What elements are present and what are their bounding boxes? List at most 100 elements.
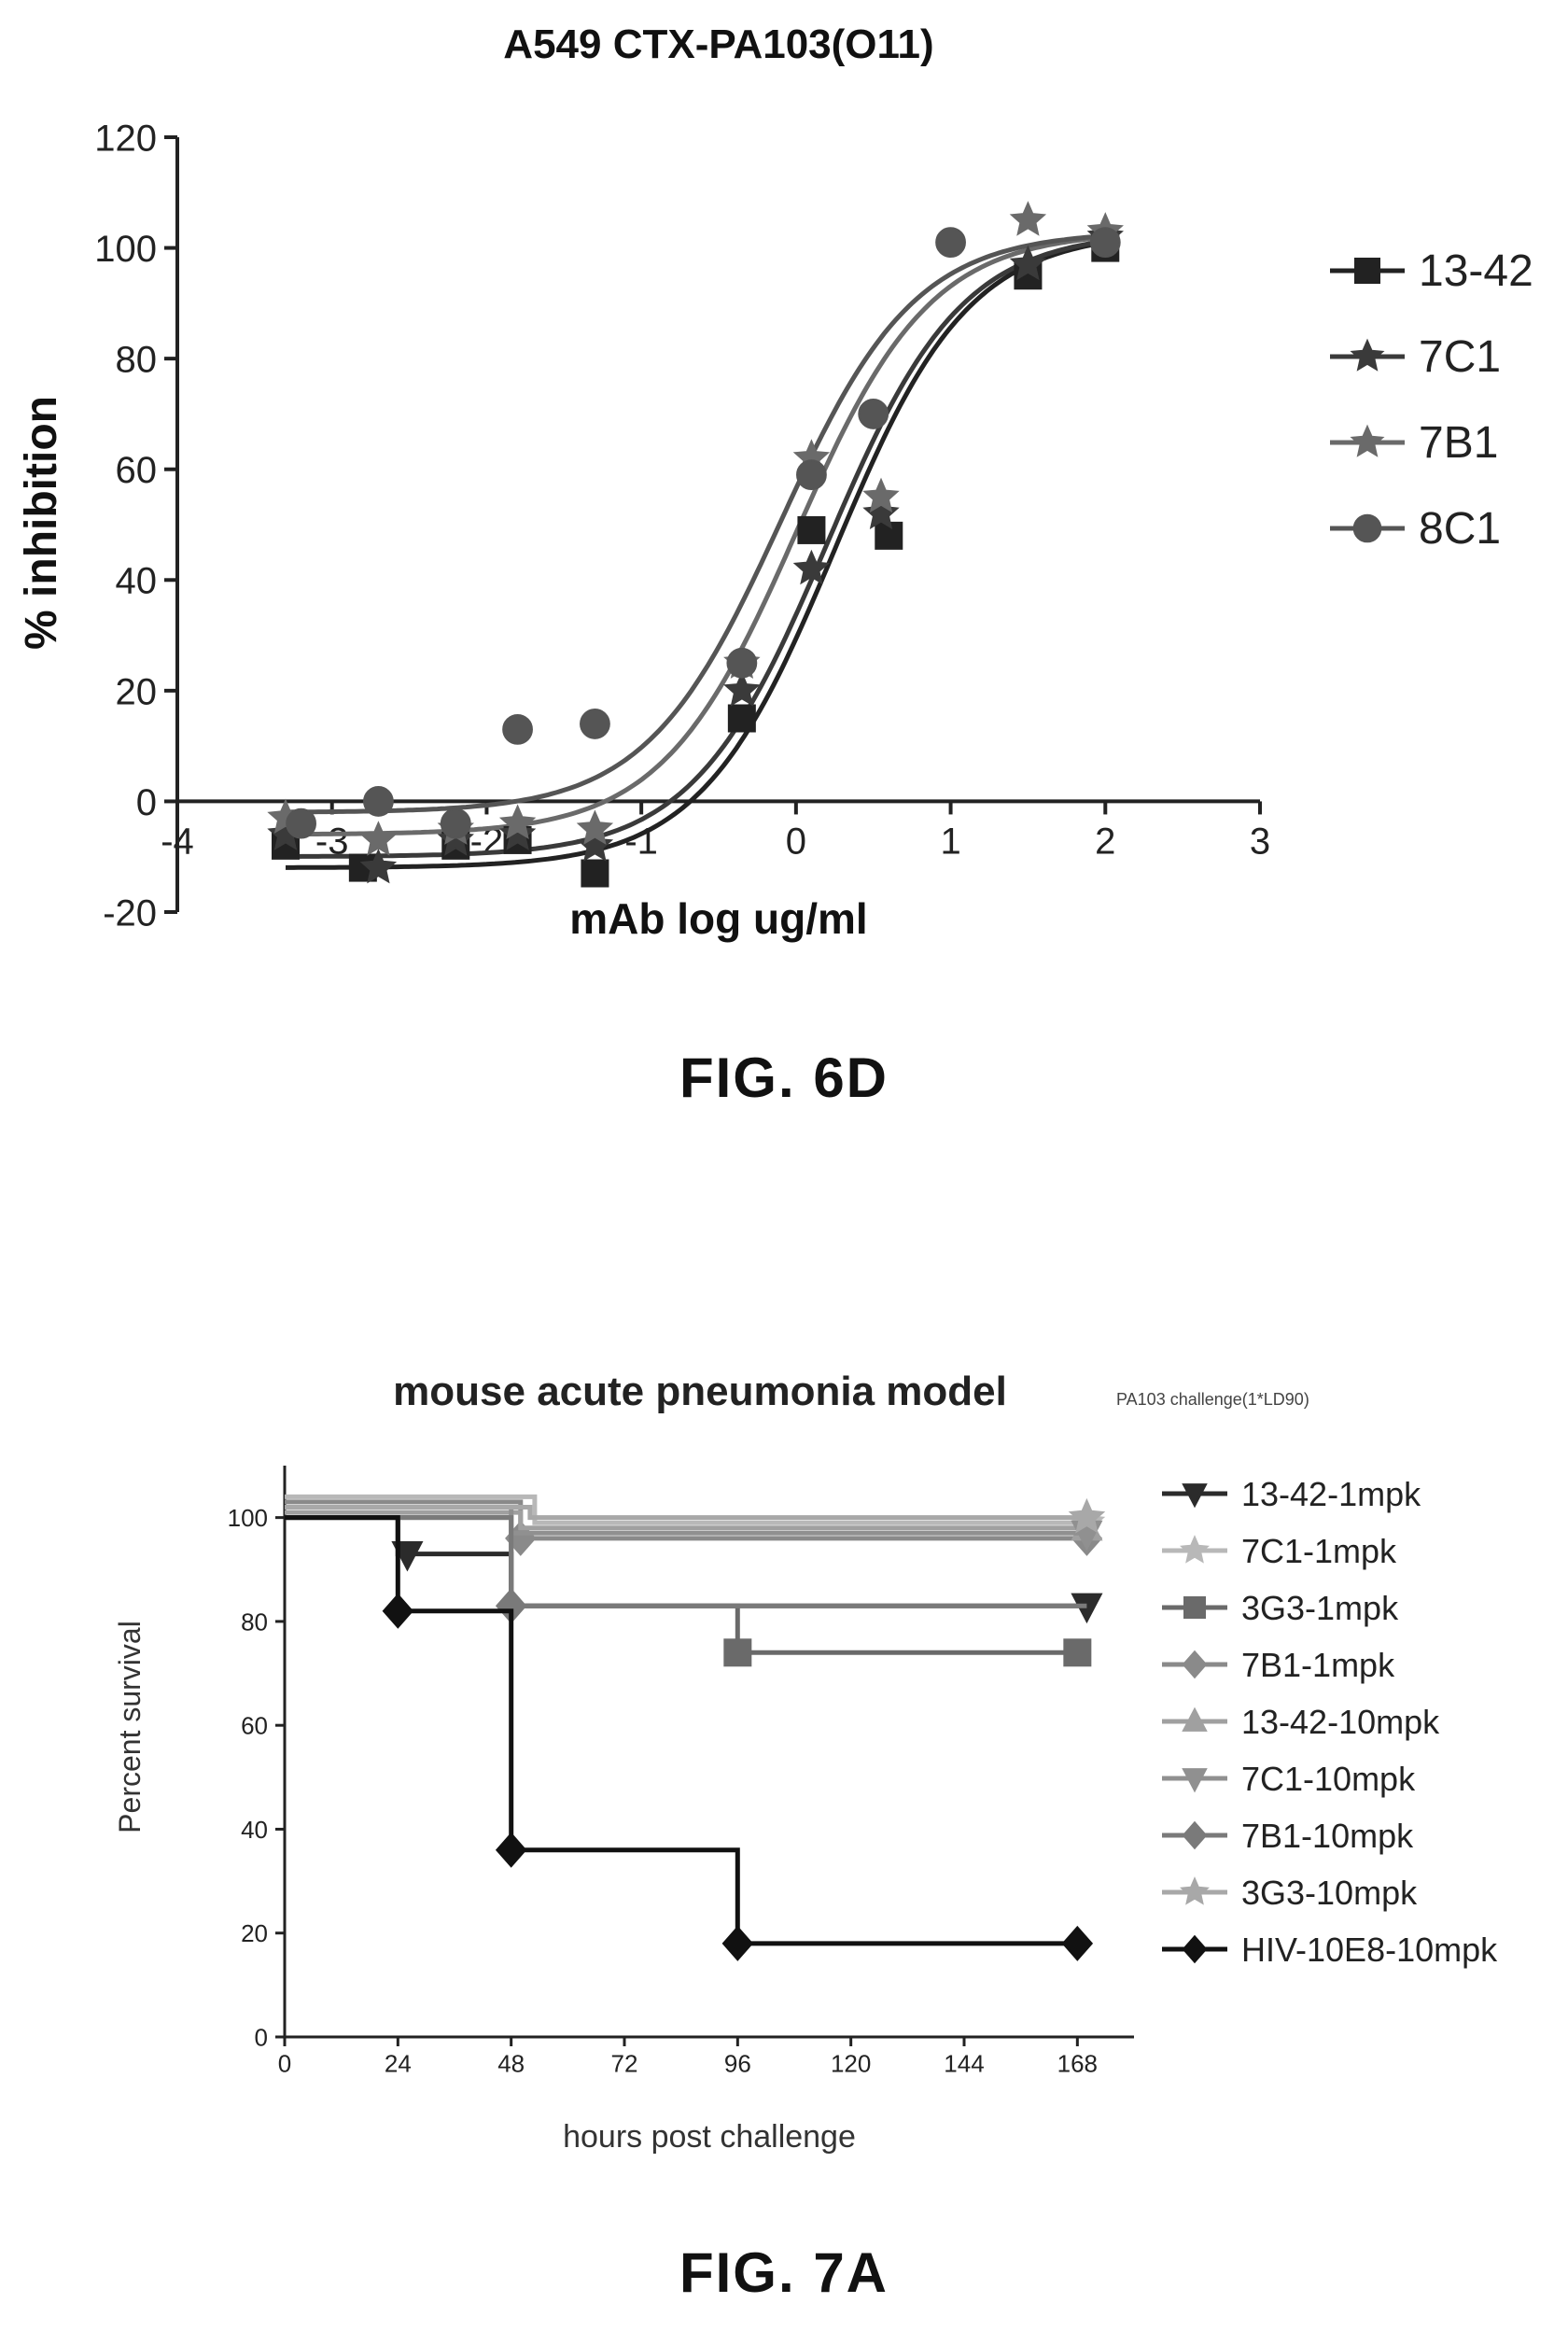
chart2-legend-label: 7C1-1mpk [1241,1532,1397,1570]
chart2-x-tick-label: 120 [831,2049,871,2077]
chart1-legend-label: 7B1 [1419,418,1498,468]
chart2-legend-marker [1183,1596,1206,1619]
chart2-title: mouse acute pneumonia model [393,1369,1007,1414]
chart2-survival-line [285,1505,1087,1521]
chart2-legend-label: 7C1-10mpk [1241,1760,1416,1798]
chart2-y-tick-label: 80 [241,1608,268,1636]
chart1-y-tick-label: 0 [136,782,157,823]
chart2-x-tick-label: 24 [385,2049,412,2077]
chart2-y-tick-label: 40 [241,1816,268,1844]
chart1-point [498,804,537,839]
chart2-y-axis-label: Percent survival [113,1621,147,1833]
chart2-y-tick-label: 20 [241,1919,268,1947]
survival-chart: 0 20 40 60 80 100 0 24 48 72 96 120 144 168 mouse acut… [113,1369,1498,2155]
chart2-point [1063,1638,1092,1667]
figure-6d-label: FIG. 6D [679,1046,889,1109]
chart1-point [792,549,831,585]
chart1-point [726,647,758,679]
chart1-point [576,809,614,845]
chart2-point [721,1925,754,1961]
chart1-x-tick-label: 1 [940,821,960,862]
chart1-title: A549 CTX-PA103(O11) [503,21,933,67]
chart2-legend-label: 7B1-10mpk [1241,1817,1414,1855]
chart1-fit-curve [286,233,1106,815]
chart1-point [498,815,537,850]
chart1-point [858,399,889,429]
chart1-point [363,786,394,817]
chart1-fit-curve [286,234,1106,837]
chart2-survival-line [285,1494,1087,1525]
chart1-point [723,671,761,707]
chart1-point [581,859,609,888]
chart1-point [502,713,533,745]
chart2-legend-marker [1182,1768,1208,1793]
chart2-legend-marker [1182,1820,1208,1850]
figure-7a-label: FIG. 7A [679,2241,889,2304]
chart1-point [580,709,610,739]
chart2-legend-marker [1182,1483,1208,1509]
chart2-legend-marker [1179,1535,1211,1564]
chart1-point [935,227,966,259]
chart1-point [1009,245,1047,281]
chart2-legend-marker [1182,1706,1208,1732]
chart1-point [576,826,614,862]
chart2-legend-marker [1182,1650,1208,1679]
chart1-legend-label: 8C1 [1419,504,1501,554]
chart1-x-axis-label: mAb log ug/ml [569,894,867,943]
chart1-point [1009,201,1047,236]
chart2-point [382,1593,414,1629]
chart2-point [1061,1925,1094,1961]
chart1-legend-marker [1354,258,1380,284]
chart1-y-tick-label: 80 [116,340,158,381]
chart2-legend-label: HIV-10E8-10mpk [1241,1931,1498,1969]
chart1-legend-marker [1350,424,1385,457]
chart1-y-tick-label: 100 [94,229,157,270]
chart1-point [440,807,471,839]
chart2-legend-label: 3G3-1mpk [1241,1589,1399,1627]
chart2-y-tick-label: 60 [241,1712,268,1740]
chart1-legend-marker [1350,338,1385,372]
chart1-point [1089,227,1121,259]
chart2-x-tick-label: 72 [611,2049,638,2077]
chart2-x-tick-label: 168 [1057,2049,1098,2077]
chart2-subtitle: PA103 challenge(1*LD90) [1116,1390,1309,1409]
chart2-y-tick-label: 100 [228,1504,268,1532]
chart2-legend-label: 3G3-10mpk [1241,1874,1418,1912]
chart2-x-tick-label: 96 [724,2049,751,2077]
chart1-point [359,821,398,856]
chart2-legend-label: 13-42-10mpk [1241,1703,1440,1741]
chart1-point [862,477,900,513]
chart1-fit-curve [286,240,1106,870]
chart1-y-tick-label: 60 [116,450,158,491]
chart1-fit-curve [286,238,1106,859]
chart1-x-tick-label: 3 [1250,821,1270,862]
chart2-survival-line [285,1510,1087,1531]
chart1-x-tick-label: 0 [786,821,806,862]
chart1-point [359,848,398,884]
chart2-x-axis-label: hours post challenge [563,2119,856,2155]
chart1-x-tick-label: 2 [1095,821,1115,862]
chart2-legend-marker [1179,1876,1211,1905]
chart2-x-tick-label: 0 [278,2049,291,2077]
chart1-legend-label: 13-42 [1419,246,1533,296]
chart2-y-tick-label: 0 [255,2023,268,2051]
chart1-point [862,494,900,529]
chart1-point [796,459,827,491]
chart1-y-tick-label: 120 [94,118,157,159]
chart2-legend-label: 13-42-1mpk [1241,1475,1421,1513]
chart2-point [495,1832,527,1868]
chart1-point [797,515,826,544]
chart2-x-tick-label: 144 [944,2049,984,2077]
chart1-y-tick-label: 20 [116,671,158,712]
chart1-legend-marker [1352,513,1382,543]
chart1-y-tick-label: -20 [103,892,157,934]
chart2-point [723,1638,752,1667]
chart1-legend-label: 7C1 [1419,332,1501,382]
chart2-legend-marker [1182,1934,1208,1964]
chart2-survival-line [285,1515,1078,1946]
chart1-x-tick-label: -4 [161,821,194,862]
chart1-y-axis-label: % inhibition [17,396,66,650]
chart1-point [727,704,756,733]
chart1-point [286,807,316,839]
